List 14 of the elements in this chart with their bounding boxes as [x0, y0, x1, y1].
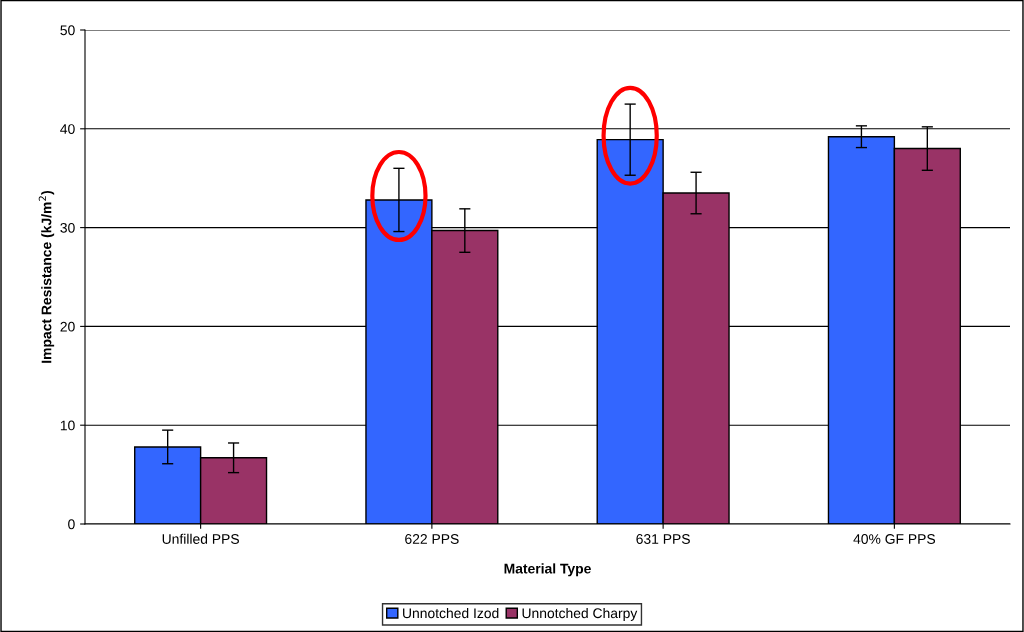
- y-tick-label: 10: [60, 420, 75, 431]
- y-tick-label: 30: [60, 222, 75, 233]
- x-tick-label: 622 PPS: [405, 534, 459, 544]
- x-axis-title: Material Type: [504, 563, 591, 577]
- legend-label: Unnotched Izod: [403, 607, 499, 619]
- y-tick-label: 50: [60, 25, 75, 36]
- y-tick-label: 0: [68, 519, 75, 530]
- x-tick-label: 40% GF PPS: [853, 534, 936, 544]
- y-axis-title: Impact Resistance (kJ/m$^{2}$): [38, 190, 55, 363]
- y-tick-label: 20: [60, 321, 75, 332]
- x-tick-label: Unfilled PPS: [162, 533, 239, 544]
- y-tick-label: 40: [60, 124, 75, 134]
- legend-label: Unnotched Charpy: [522, 607, 638, 621]
- x-tick-label: 631 PPS: [636, 534, 690, 544]
